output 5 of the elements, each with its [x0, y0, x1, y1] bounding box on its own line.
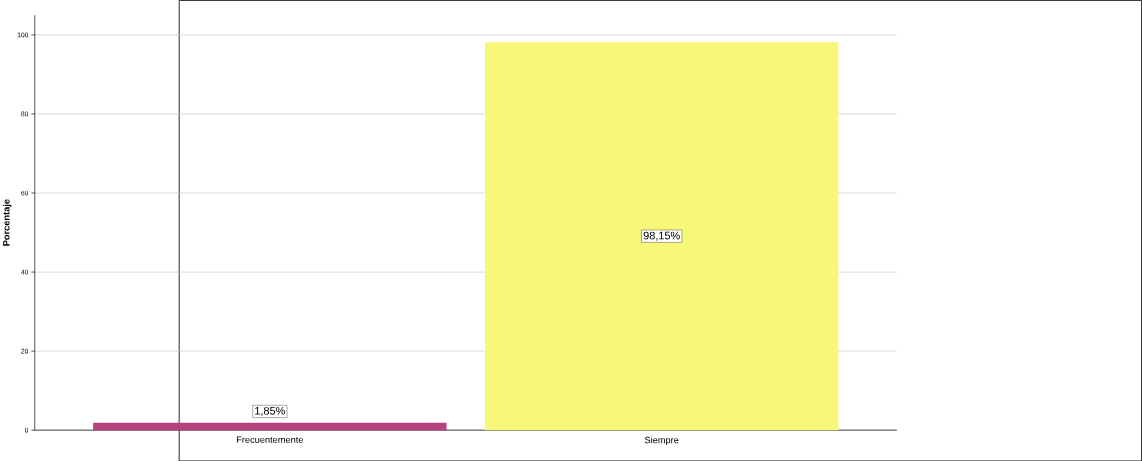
data-label: 1,85% [255, 406, 285, 416]
data-label: 98,15% [643, 231, 680, 241]
x-tick-label: Frecuentemente [236, 436, 304, 443]
y-axis-title: Porcentaje [2, 199, 12, 246]
x-tick-label: Siempre [644, 436, 679, 445]
